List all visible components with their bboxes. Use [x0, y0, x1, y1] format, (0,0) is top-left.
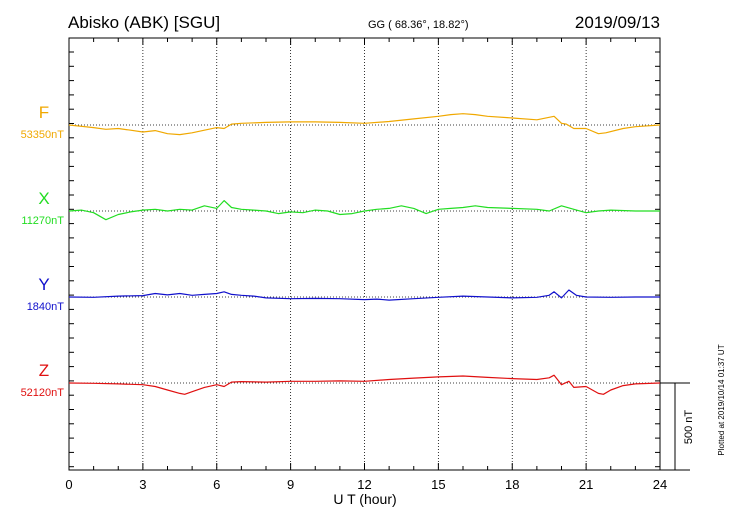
series-baseline-y: 1840nT [27, 301, 65, 313]
series-baseline-f: 53350nT [21, 129, 65, 141]
series-line-y [68, 289, 660, 301]
scale-bar-label: 500 nT [683, 410, 695, 445]
vertical-grid [142, 38, 587, 470]
x-tick-label-21: 21 [579, 477, 593, 492]
series-line-x [68, 200, 660, 221]
scale-bar [660, 382, 690, 471]
series-name-y: Y [38, 275, 49, 294]
x-tick-label-6: 6 [213, 477, 220, 492]
series-name-z: Z [39, 361, 49, 380]
series-layer [68, 113, 661, 395]
station-title: Abisko (ABK) [SGU] [68, 13, 220, 32]
series-baseline-x: 11270nT [21, 215, 64, 227]
x-tick-label-0: 0 [65, 477, 72, 492]
series-line-z [68, 374, 661, 395]
x-tick-label-24: 24 [653, 477, 667, 492]
x-tick-label-15: 15 [431, 477, 445, 492]
axis-ticks [68, 38, 661, 470]
plotted-at-note: Plotted at 2019/10/14 01:37 UT [717, 344, 726, 455]
x-tick-label-9: 9 [287, 477, 294, 492]
date-label: 2019/09/13 [575, 13, 660, 32]
x-tick-label-18: 18 [505, 477, 519, 492]
series-name-x: X [38, 189, 49, 208]
x-axis-title: U T (hour) [333, 491, 396, 507]
x-tick-label-3: 3 [139, 477, 146, 492]
series-baseline-z: 52120nT [21, 387, 65, 399]
x-tick-label-12: 12 [357, 477, 371, 492]
series-labels: F 53350nT X 11270nT Y 1840nT Z 52120nT [21, 103, 65, 399]
x-tick-labels: 0 3 6 9 12 15 18 21 24 [65, 477, 667, 492]
series-line-f [68, 113, 661, 136]
series-name-f: F [39, 103, 49, 122]
coordinates-label: GG ( 68.36°, 18.82°) [368, 19, 469, 31]
